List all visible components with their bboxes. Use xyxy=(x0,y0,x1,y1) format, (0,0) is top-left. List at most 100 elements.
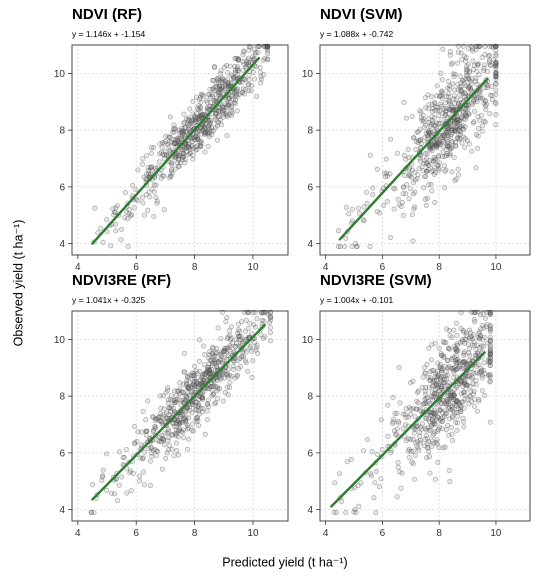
data-point xyxy=(409,212,415,218)
data-point xyxy=(149,164,155,170)
data-point xyxy=(422,370,428,376)
data-point xyxy=(387,235,393,241)
data-point xyxy=(229,72,235,78)
data-point xyxy=(403,191,409,197)
data-point xyxy=(176,422,182,428)
data-point xyxy=(133,187,139,193)
data-point xyxy=(149,186,155,192)
data-point xyxy=(452,71,458,77)
y-axis-label: Observed yield (t ha⁻¹) xyxy=(11,219,26,347)
data-point xyxy=(462,112,468,118)
data-point xyxy=(140,194,146,200)
data-point xyxy=(453,367,459,373)
data-point xyxy=(438,70,444,76)
data-point xyxy=(460,415,466,421)
panel-title: NDVI (RF) xyxy=(72,6,142,23)
data-point xyxy=(435,373,441,379)
data-point xyxy=(454,427,460,433)
data-point xyxy=(458,325,464,331)
data-point xyxy=(493,64,499,70)
data-point xyxy=(175,452,181,458)
data-point xyxy=(339,498,345,504)
data-point xyxy=(434,437,440,443)
data-point xyxy=(436,121,442,127)
data-point xyxy=(456,131,462,137)
data-point xyxy=(214,76,220,82)
data-point xyxy=(244,59,250,65)
data-point xyxy=(192,376,198,382)
data-point xyxy=(373,509,379,515)
data-point xyxy=(140,456,146,462)
data-point xyxy=(233,76,239,82)
data-point xyxy=(159,466,165,472)
data-point xyxy=(467,383,473,389)
data-point xyxy=(98,225,104,231)
data-point xyxy=(450,81,456,87)
data-point xyxy=(447,52,453,58)
x-tick-label: 4 xyxy=(323,528,329,539)
data-point xyxy=(477,88,483,94)
fit-equation: y = 1.088x + -0.742 xyxy=(320,29,394,39)
data-point xyxy=(164,450,170,456)
data-point xyxy=(205,91,211,97)
data-point xyxy=(383,156,389,162)
data-point xyxy=(227,379,233,385)
data-point xyxy=(408,406,414,412)
data-point xyxy=(448,133,454,139)
data-point xyxy=(364,201,370,207)
data-point xyxy=(445,399,451,405)
data-point xyxy=(463,336,469,342)
data-point xyxy=(474,408,480,414)
data-point xyxy=(249,374,255,380)
y-tick-label: 10 xyxy=(54,69,66,80)
data-point xyxy=(343,235,349,241)
data-point xyxy=(470,120,476,126)
data-point xyxy=(374,451,380,457)
data-point xyxy=(437,132,443,138)
data-point xyxy=(481,325,487,331)
data-point xyxy=(143,192,149,198)
data-point xyxy=(408,436,414,442)
data-point xyxy=(423,432,429,438)
data-point xyxy=(436,387,442,393)
data-point xyxy=(131,205,137,211)
data-point xyxy=(477,312,483,318)
data-point xyxy=(124,490,130,496)
data-point xyxy=(415,400,421,406)
data-point xyxy=(377,210,383,216)
data-point xyxy=(220,114,226,120)
data-point xyxy=(446,345,452,351)
data-point xyxy=(174,448,180,454)
data-point xyxy=(122,190,128,196)
data-point xyxy=(177,419,183,425)
y-tick-label: 6 xyxy=(59,448,65,459)
data-point xyxy=(228,335,234,341)
data-point xyxy=(161,207,167,213)
data-point xyxy=(451,155,457,161)
data-point xyxy=(343,204,349,210)
data-point xyxy=(465,361,471,367)
data-point xyxy=(252,340,258,346)
data-point xyxy=(401,184,407,190)
data-point xyxy=(176,157,182,163)
data-point xyxy=(100,467,106,473)
data-point xyxy=(486,53,492,59)
data-point xyxy=(372,480,378,486)
data-point xyxy=(187,150,193,156)
data-point xyxy=(335,228,341,234)
data-point xyxy=(99,474,105,480)
data-point xyxy=(418,109,424,115)
data-point xyxy=(207,370,213,376)
data-point xyxy=(336,471,342,477)
data-point xyxy=(487,350,493,356)
data-point xyxy=(442,408,448,414)
data-point xyxy=(468,81,474,87)
data-point xyxy=(426,449,432,455)
fit-line xyxy=(338,77,489,241)
data-point xyxy=(442,168,448,174)
data-point xyxy=(229,105,235,111)
data-point xyxy=(456,101,462,107)
data-point xyxy=(193,368,199,374)
data-point xyxy=(396,365,402,371)
data-point xyxy=(402,434,408,440)
